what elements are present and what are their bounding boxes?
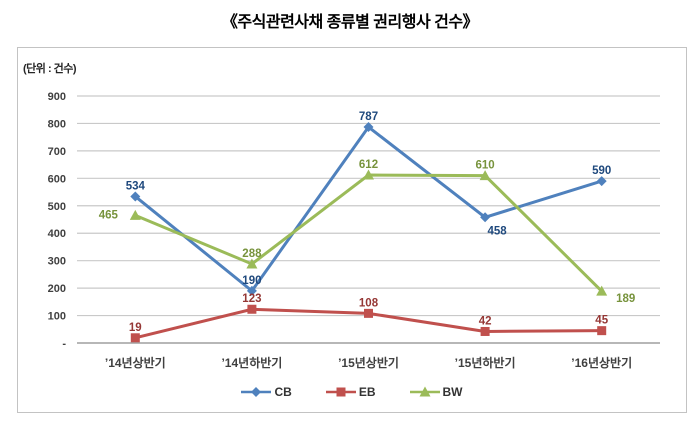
x-tick-label: ’15년하반기 bbox=[455, 355, 516, 370]
legend-item-eb: EB bbox=[325, 385, 376, 399]
page-title: 《주식관련사채 종류별 권리행사 건수》 bbox=[221, 14, 479, 31]
y-tick-label: 800 bbox=[48, 118, 66, 130]
y-tick-label: 400 bbox=[48, 228, 66, 240]
data-label-bw-4: 189 bbox=[616, 293, 635, 305]
diamond-glyph bbox=[251, 387, 262, 397]
marker-bw-4 bbox=[596, 285, 608, 296]
y-tick-label: 700 bbox=[48, 146, 66, 158]
marker-bw-2 bbox=[363, 169, 374, 180]
y-tick-label: 300 bbox=[48, 256, 66, 268]
x-tick-label: ’14년하반기 bbox=[221, 355, 282, 370]
y-tick-label: 600 bbox=[48, 173, 66, 185]
data-label-eb-2: 108 bbox=[359, 297, 379, 309]
data-label-cb-2: 787 bbox=[359, 111, 378, 123]
y-tick-label: 500 bbox=[48, 201, 66, 213]
x-tick-label: ’14년상반기 bbox=[105, 355, 166, 370]
marker-eb-3 bbox=[480, 326, 490, 336]
data-label-eb-3: 42 bbox=[479, 315, 492, 327]
marker-bw-1 bbox=[246, 258, 258, 269]
data-label-eb-0: 19 bbox=[129, 322, 142, 334]
chart-box: (단위 : 건수) 900 800 700 600 500 400 300 200 100 - ’1… bbox=[17, 47, 687, 413]
data-label-bw-0: 465 bbox=[99, 209, 119, 221]
marker-bw-0 bbox=[129, 209, 141, 220]
legend-item-cb: CB bbox=[241, 385, 292, 399]
marker-eb-1 bbox=[247, 304, 257, 314]
legend: CB EB BW bbox=[18, 385, 686, 399]
y-tick-label: - bbox=[62, 338, 66, 350]
square-icon bbox=[325, 387, 356, 397]
marker-eb-4 bbox=[597, 326, 607, 336]
y-tick-label: 100 bbox=[48, 311, 66, 323]
x-tick-label: ’16년상반기 bbox=[571, 355, 632, 370]
y-tick-label: 900 bbox=[48, 91, 66, 103]
marker-cb-2 bbox=[363, 122, 374, 133]
unit-label: (단위 : 건수) bbox=[23, 63, 77, 75]
chart-canvas: 900 800 700 600 500 400 300 200 100 - ’14년상반기 ’14년하… bbox=[48, 91, 660, 370]
marker-bw-3 bbox=[479, 170, 491, 181]
series-line-cb bbox=[134, 124, 603, 294]
data-label-cb-0: 534 bbox=[126, 180, 146, 192]
x-tick-label: ’15년상반기 bbox=[338, 355, 399, 370]
marker-cb-3 bbox=[480, 212, 491, 223]
marker-eb-0 bbox=[130, 333, 140, 343]
legend-label-cb: CB bbox=[274, 385, 292, 399]
legend-label-bw: BW bbox=[442, 385, 463, 399]
marker-eb-2 bbox=[364, 308, 373, 318]
data-label-cb-1: 190 bbox=[242, 275, 261, 287]
legend-item-bw: BW bbox=[409, 385, 463, 399]
triangle-glyph bbox=[419, 386, 430, 397]
data-label-bw-3: 610 bbox=[476, 160, 495, 172]
triangle-icon bbox=[409, 386, 440, 397]
legend-label-eb: EB bbox=[358, 385, 376, 399]
square-glyph bbox=[336, 387, 346, 397]
data-label-cb-4: 590 bbox=[592, 165, 611, 177]
marker-cb-4 bbox=[596, 176, 607, 187]
marker-cb-1 bbox=[246, 285, 257, 296]
y-tick-label: 200 bbox=[48, 283, 66, 295]
data-label-eb-4: 45 bbox=[595, 315, 608, 327]
diamond-icon bbox=[241, 387, 272, 397]
data-label-eb-1: 123 bbox=[242, 293, 261, 305]
data-label-bw-1: 288 bbox=[242, 248, 262, 260]
data-label-cb-3: 458 bbox=[488, 225, 508, 237]
data-label-bw-2: 612 bbox=[359, 159, 378, 171]
marker-cb-0 bbox=[130, 191, 141, 202]
